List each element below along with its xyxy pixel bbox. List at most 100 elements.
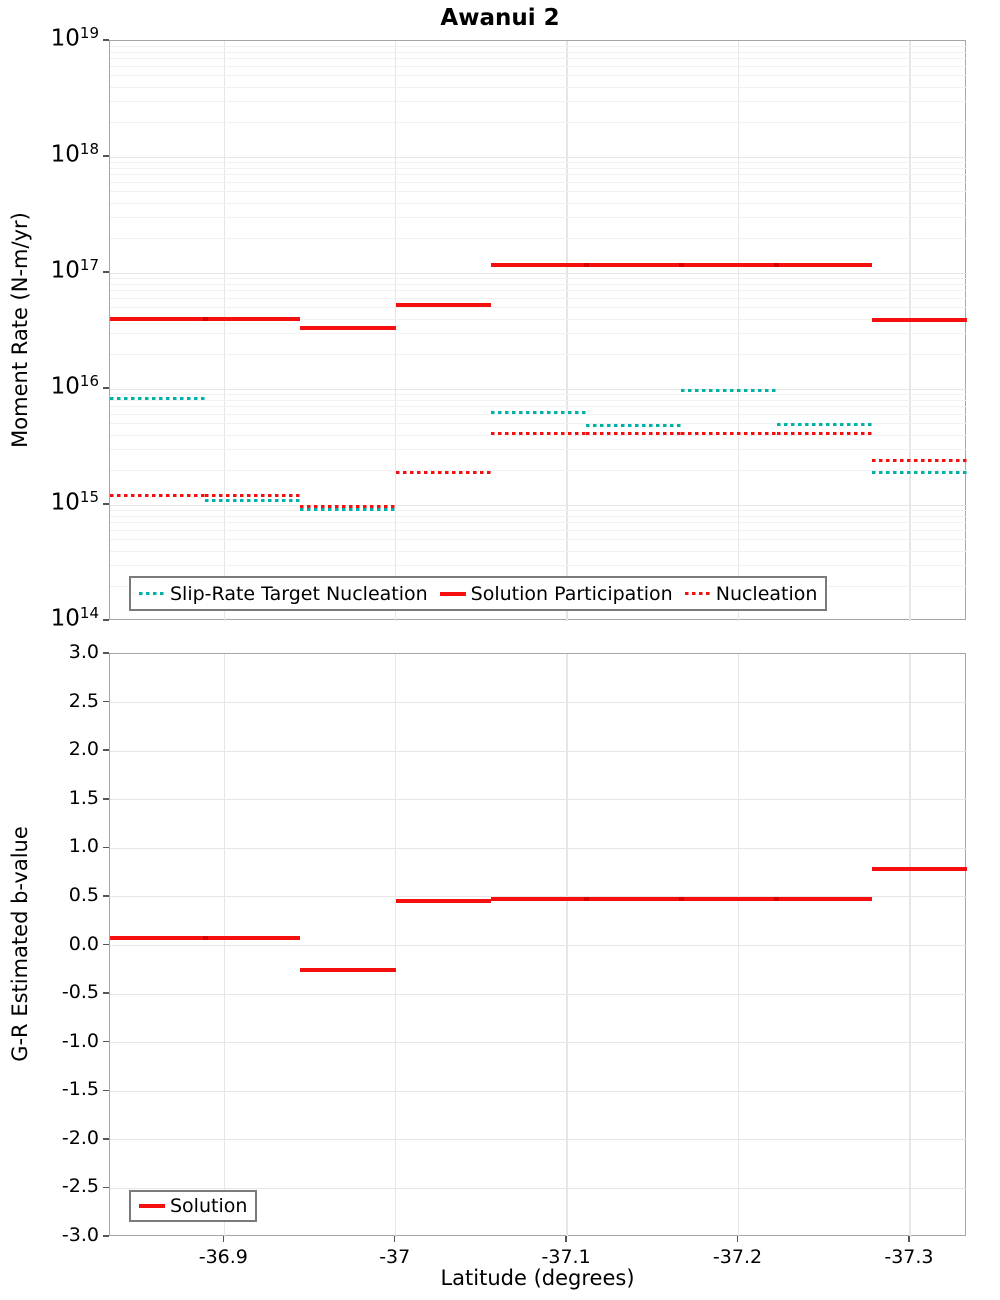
series-segment-slip-rate-target-nucleation — [871, 471, 967, 475]
y-tick-label: 1019 — [50, 24, 99, 52]
red-solid-line-icon — [139, 1204, 165, 1208]
y-tick-label: 1018 — [50, 140, 99, 168]
x-tick-label: -37.3 — [884, 1246, 934, 1268]
y-tick — [103, 1040, 109, 1043]
x-tick-label: -37.2 — [712, 1246, 763, 1268]
x-tick — [736, 1236, 739, 1242]
y-tick — [103, 943, 109, 946]
legend-label: Slip-Rate Target Nucleation — [170, 582, 428, 605]
legend-label: Solution Participation — [470, 582, 673, 605]
y-gridline-minor — [110, 86, 967, 88]
series-segment-nucleation — [395, 471, 492, 475]
series-segment-solution — [395, 899, 492, 904]
y-gridline-minor — [110, 167, 967, 169]
y-tick-label: 1014 — [50, 604, 99, 632]
y-tick — [103, 619, 109, 621]
x-tick-label: -37.1 — [541, 1246, 591, 1268]
series-segment-solution-participation — [110, 317, 206, 322]
y-gridline-minor — [110, 58, 967, 60]
y-gridline-minor — [110, 423, 967, 425]
series-segment-solution-participation — [205, 317, 301, 322]
y-gridline-major — [110, 799, 967, 801]
series-segment-nucleation — [491, 432, 587, 436]
series-segment-solution-participation — [395, 302, 492, 307]
y-gridline-minor — [110, 66, 967, 68]
y-gridline-minor — [110, 182, 967, 184]
y-gridline-major — [110, 945, 967, 946]
x-gridline — [566, 41, 568, 621]
y-tick — [103, 39, 109, 41]
y-tick — [103, 1089, 109, 1091]
y-gridline-minor — [110, 277, 967, 279]
y-tick-label: -2.5 — [61, 1175, 99, 1198]
y-tick — [103, 387, 109, 389]
series-segment-solution — [491, 896, 587, 901]
legend-item-slip-rate-target-nucleation: Slip-Rate Target Nucleation — [139, 583, 428, 605]
y-gridline-minor — [110, 399, 967, 401]
y-tick-label: 2.5 — [68, 689, 99, 712]
series-segment-slip-rate-target-nucleation — [776, 423, 872, 427]
red-dotted-line-icon — [684, 592, 711, 595]
x-tick — [565, 1236, 567, 1242]
y-tick-label: 0.0 — [68, 932, 99, 955]
y-gridline-minor — [110, 45, 967, 47]
y-gridline-minor — [110, 290, 967, 292]
y-gridline-minor — [110, 174, 967, 176]
y-gridline-major — [110, 156, 967, 158]
y-tick — [103, 798, 109, 800]
series-segment-solution — [776, 896, 872, 901]
y-gridline-major — [110, 1139, 967, 1141]
series-segment-slip-rate-target-nucleation — [681, 388, 777, 392]
series-segment-nucleation — [586, 432, 682, 436]
segment-joint-marker — [678, 262, 684, 267]
y-gridline-minor — [110, 237, 967, 239]
series-segment-solution — [300, 967, 396, 972]
x-tick — [393, 1236, 396, 1242]
y-gridline-major — [110, 993, 967, 995]
series-segment-solution — [586, 896, 682, 901]
y-tick-label: 2.0 — [68, 738, 99, 761]
y-tick-label: 1.0 — [68, 835, 99, 858]
segment-joint-marker — [774, 896, 780, 901]
y-gridline-major — [110, 388, 967, 390]
series-segment-slip-rate-target-nucleation — [491, 410, 587, 414]
segment-joint-marker — [583, 262, 589, 267]
series-segment-solution-participation — [586, 262, 682, 267]
y-gridline-minor — [110, 298, 967, 300]
segment-joint-marker — [202, 935, 208, 940]
y-tick — [103, 652, 109, 654]
y-gridline-minor — [110, 393, 967, 395]
x-tick — [908, 1236, 910, 1242]
y-gridline-minor — [110, 121, 967, 123]
segment-joint-marker — [774, 262, 780, 267]
y-tick-label: -3.0 — [61, 1224, 99, 1246]
series-segment-nucleation — [776, 432, 872, 436]
y-axis-label-moment-rate: Moment Rate (N-m/yr) — [8, 212, 32, 448]
series-segment-nucleation — [110, 494, 206, 498]
y-gridline-major — [110, 1090, 967, 1092]
y-gridline-major — [110, 1187, 967, 1189]
y-tick-label: 1017 — [50, 256, 99, 284]
y-gridline-minor — [110, 509, 967, 511]
y-gridline-minor — [110, 283, 967, 285]
series-segment-slip-rate-target-nucleation — [300, 507, 396, 511]
y-gridline-minor — [110, 307, 967, 309]
legend-label: Nucleation — [715, 582, 818, 605]
y-gridline-minor — [110, 353, 967, 355]
y-tick-label: -0.5 — [61, 981, 99, 1004]
series-segment-slip-rate-target-nucleation — [110, 397, 206, 401]
page-title: Awanui 2 — [440, 5, 560, 31]
legend-item-solution: Solution — [139, 1195, 247, 1217]
y-gridline-minor — [110, 101, 967, 103]
y-tick-label: -1.0 — [61, 1029, 99, 1052]
y-tick-label: -2.0 — [61, 1126, 99, 1149]
x-tick-label: -36.9 — [198, 1246, 248, 1268]
x-axis-label-latitude: Latitude (degrees) — [440, 1266, 635, 1290]
series-segment-solution-participation — [300, 326, 396, 331]
y-gridline-minor — [110, 469, 967, 471]
y-tick-label: 1.5 — [68, 786, 99, 809]
segment-joint-marker — [678, 896, 684, 901]
y-gridline-minor — [110, 530, 967, 532]
y-gridline-major — [110, 504, 967, 506]
series-segment-slip-rate-target-nucleation — [586, 424, 682, 428]
